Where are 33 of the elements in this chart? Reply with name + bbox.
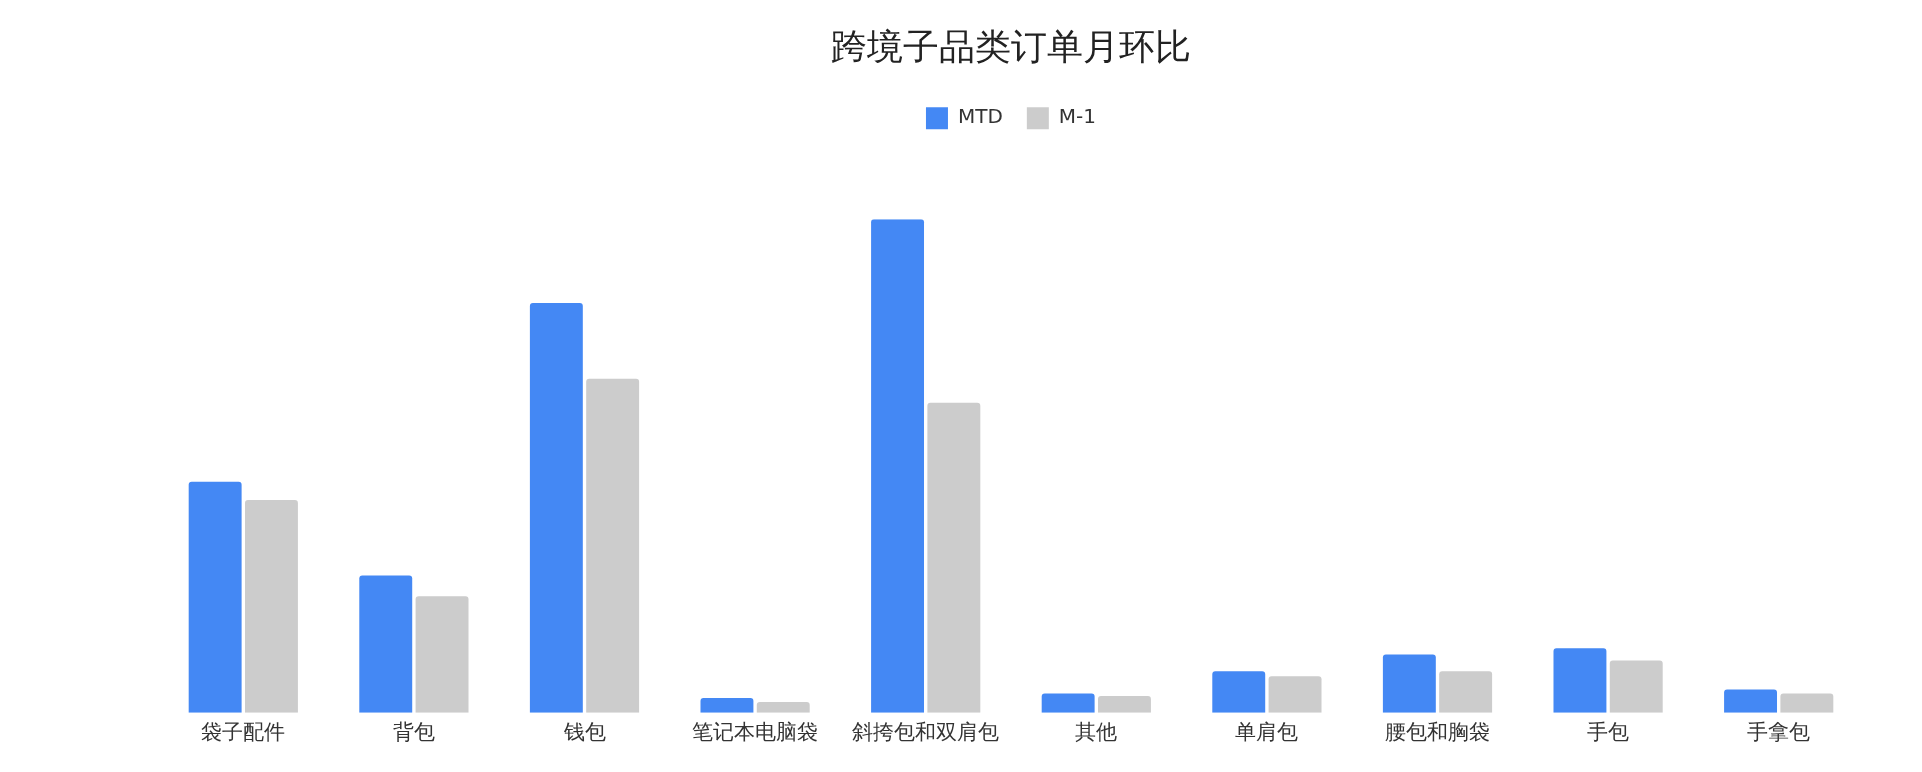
bar (756, 701, 810, 713)
bar (700, 697, 754, 713)
bar (1553, 648, 1607, 713)
bar (871, 219, 925, 713)
legend-label: M-1 (1058, 104, 1097, 129)
legend-label: MTD (957, 104, 1003, 129)
bar (1724, 689, 1778, 713)
x-tick-label: 斜挎包和双肩包 (852, 719, 1000, 744)
x-tick-label: 手包 (1587, 719, 1630, 744)
x-tick-label: 手拿包 (1747, 719, 1811, 744)
bar (1041, 693, 1095, 713)
bar (244, 500, 298, 713)
bar (1780, 693, 1834, 713)
chart-title: 跨境子品类订单月环比 (831, 25, 1191, 67)
bar (359, 575, 413, 713)
bar (1097, 696, 1151, 713)
bar (1212, 671, 1266, 713)
x-tick-label: 腰包和胸袋 (1385, 719, 1490, 744)
bar (188, 481, 242, 713)
x-tick-label: 袋子配件 (201, 719, 286, 744)
bar (1268, 676, 1322, 713)
x-tick-label: 其他 (1075, 719, 1118, 744)
bar (1382, 654, 1436, 713)
bar (529, 303, 583, 713)
bar (927, 402, 981, 713)
x-tick-label: 单肩包 (1235, 719, 1299, 744)
bar (415, 596, 469, 713)
bar (586, 378, 640, 713)
x-tick-label: 笔记本电脑袋 (692, 719, 819, 744)
x-tick-label: 钱包 (562, 719, 606, 744)
bar (1609, 660, 1663, 713)
bar (1439, 671, 1493, 713)
x-tick-label: 背包 (392, 719, 435, 744)
